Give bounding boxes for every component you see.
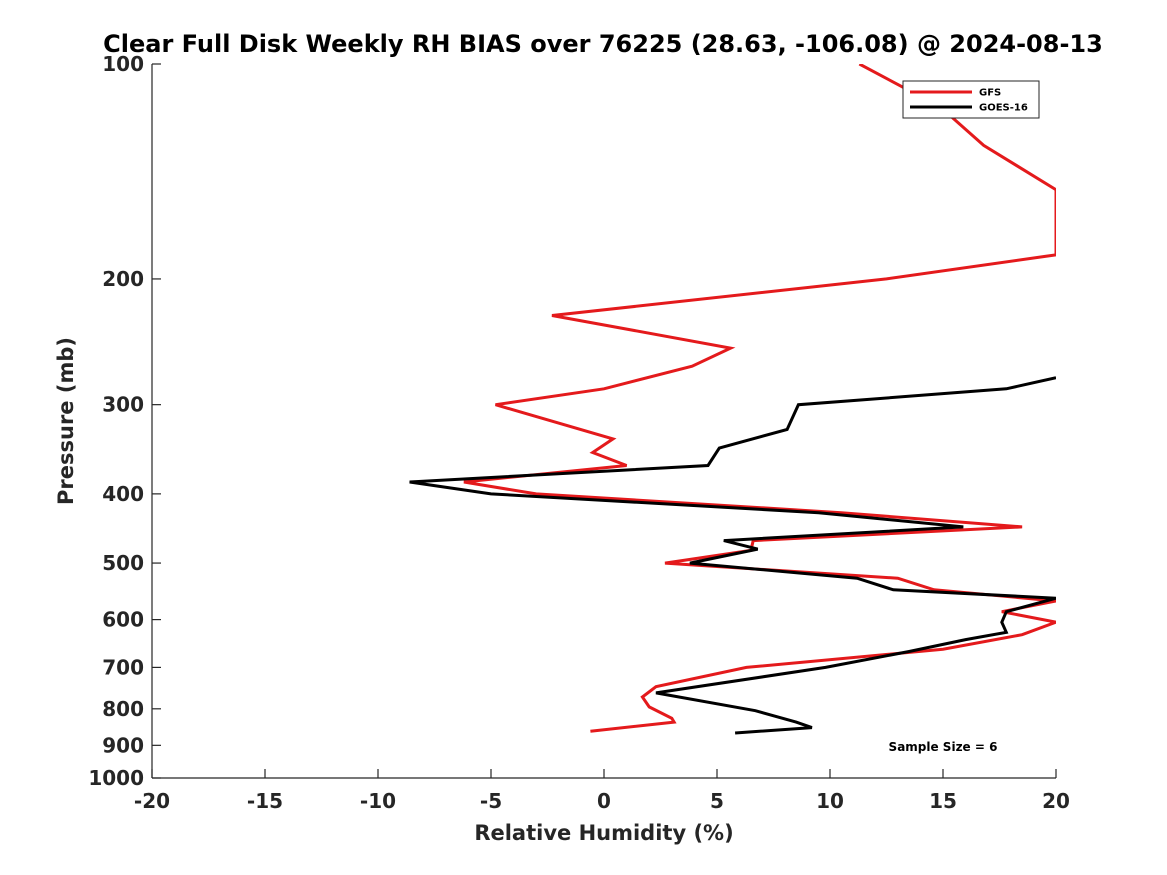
y-tick-label: 100 <box>102 52 144 76</box>
series-line-gfs <box>463 64 1056 733</box>
y-tick-label: 200 <box>102 267 144 291</box>
y-tick-label: 800 <box>102 697 144 721</box>
y-tick-label: 1000 <box>88 766 144 790</box>
legend-box <box>902 80 1040 119</box>
y-tick-label: 300 <box>102 393 144 417</box>
legend-entry-label: GOES-16 <box>979 103 1028 114</box>
plot-area: -20 -15 -10 -5 0 5 10 15 20 100 200 300 400 500 600 700… <box>88 52 1070 813</box>
x-tick-label: 15 <box>929 789 957 813</box>
y-tick-label: 500 <box>102 551 144 575</box>
x-tick-label: 10 <box>816 789 844 813</box>
y-tick-label: 700 <box>102 655 144 679</box>
x-tick-label: 20 <box>1042 789 1070 813</box>
y-axis-label: Pressure (mb) <box>54 337 78 505</box>
legend-entry-label: GFS <box>979 88 1001 99</box>
x-tick-label: 5 <box>710 789 724 813</box>
x-tick-label: 0 <box>597 789 611 813</box>
x-tick-label: -15 <box>247 789 283 813</box>
x-axis-label: Relative Humidity (%) <box>474 821 733 845</box>
x-tick-label: -10 <box>360 789 396 813</box>
x-tick-label: -20 <box>134 789 170 813</box>
y-tick-label: 600 <box>102 608 144 632</box>
x-tick-label: -5 <box>480 789 502 813</box>
legend: GFS GOES-16 <box>902 80 1040 119</box>
sample-size-annotation: Sample Size = 6 <box>889 740 998 754</box>
chart-title: Clear Full Disk Weekly RH BIAS over 7622… <box>103 30 1103 58</box>
series-group <box>409 64 1056 735</box>
series-line-goes-16 <box>409 376 1056 735</box>
y-tick-label: 400 <box>102 482 144 506</box>
y-tick-label: 900 <box>102 733 144 757</box>
